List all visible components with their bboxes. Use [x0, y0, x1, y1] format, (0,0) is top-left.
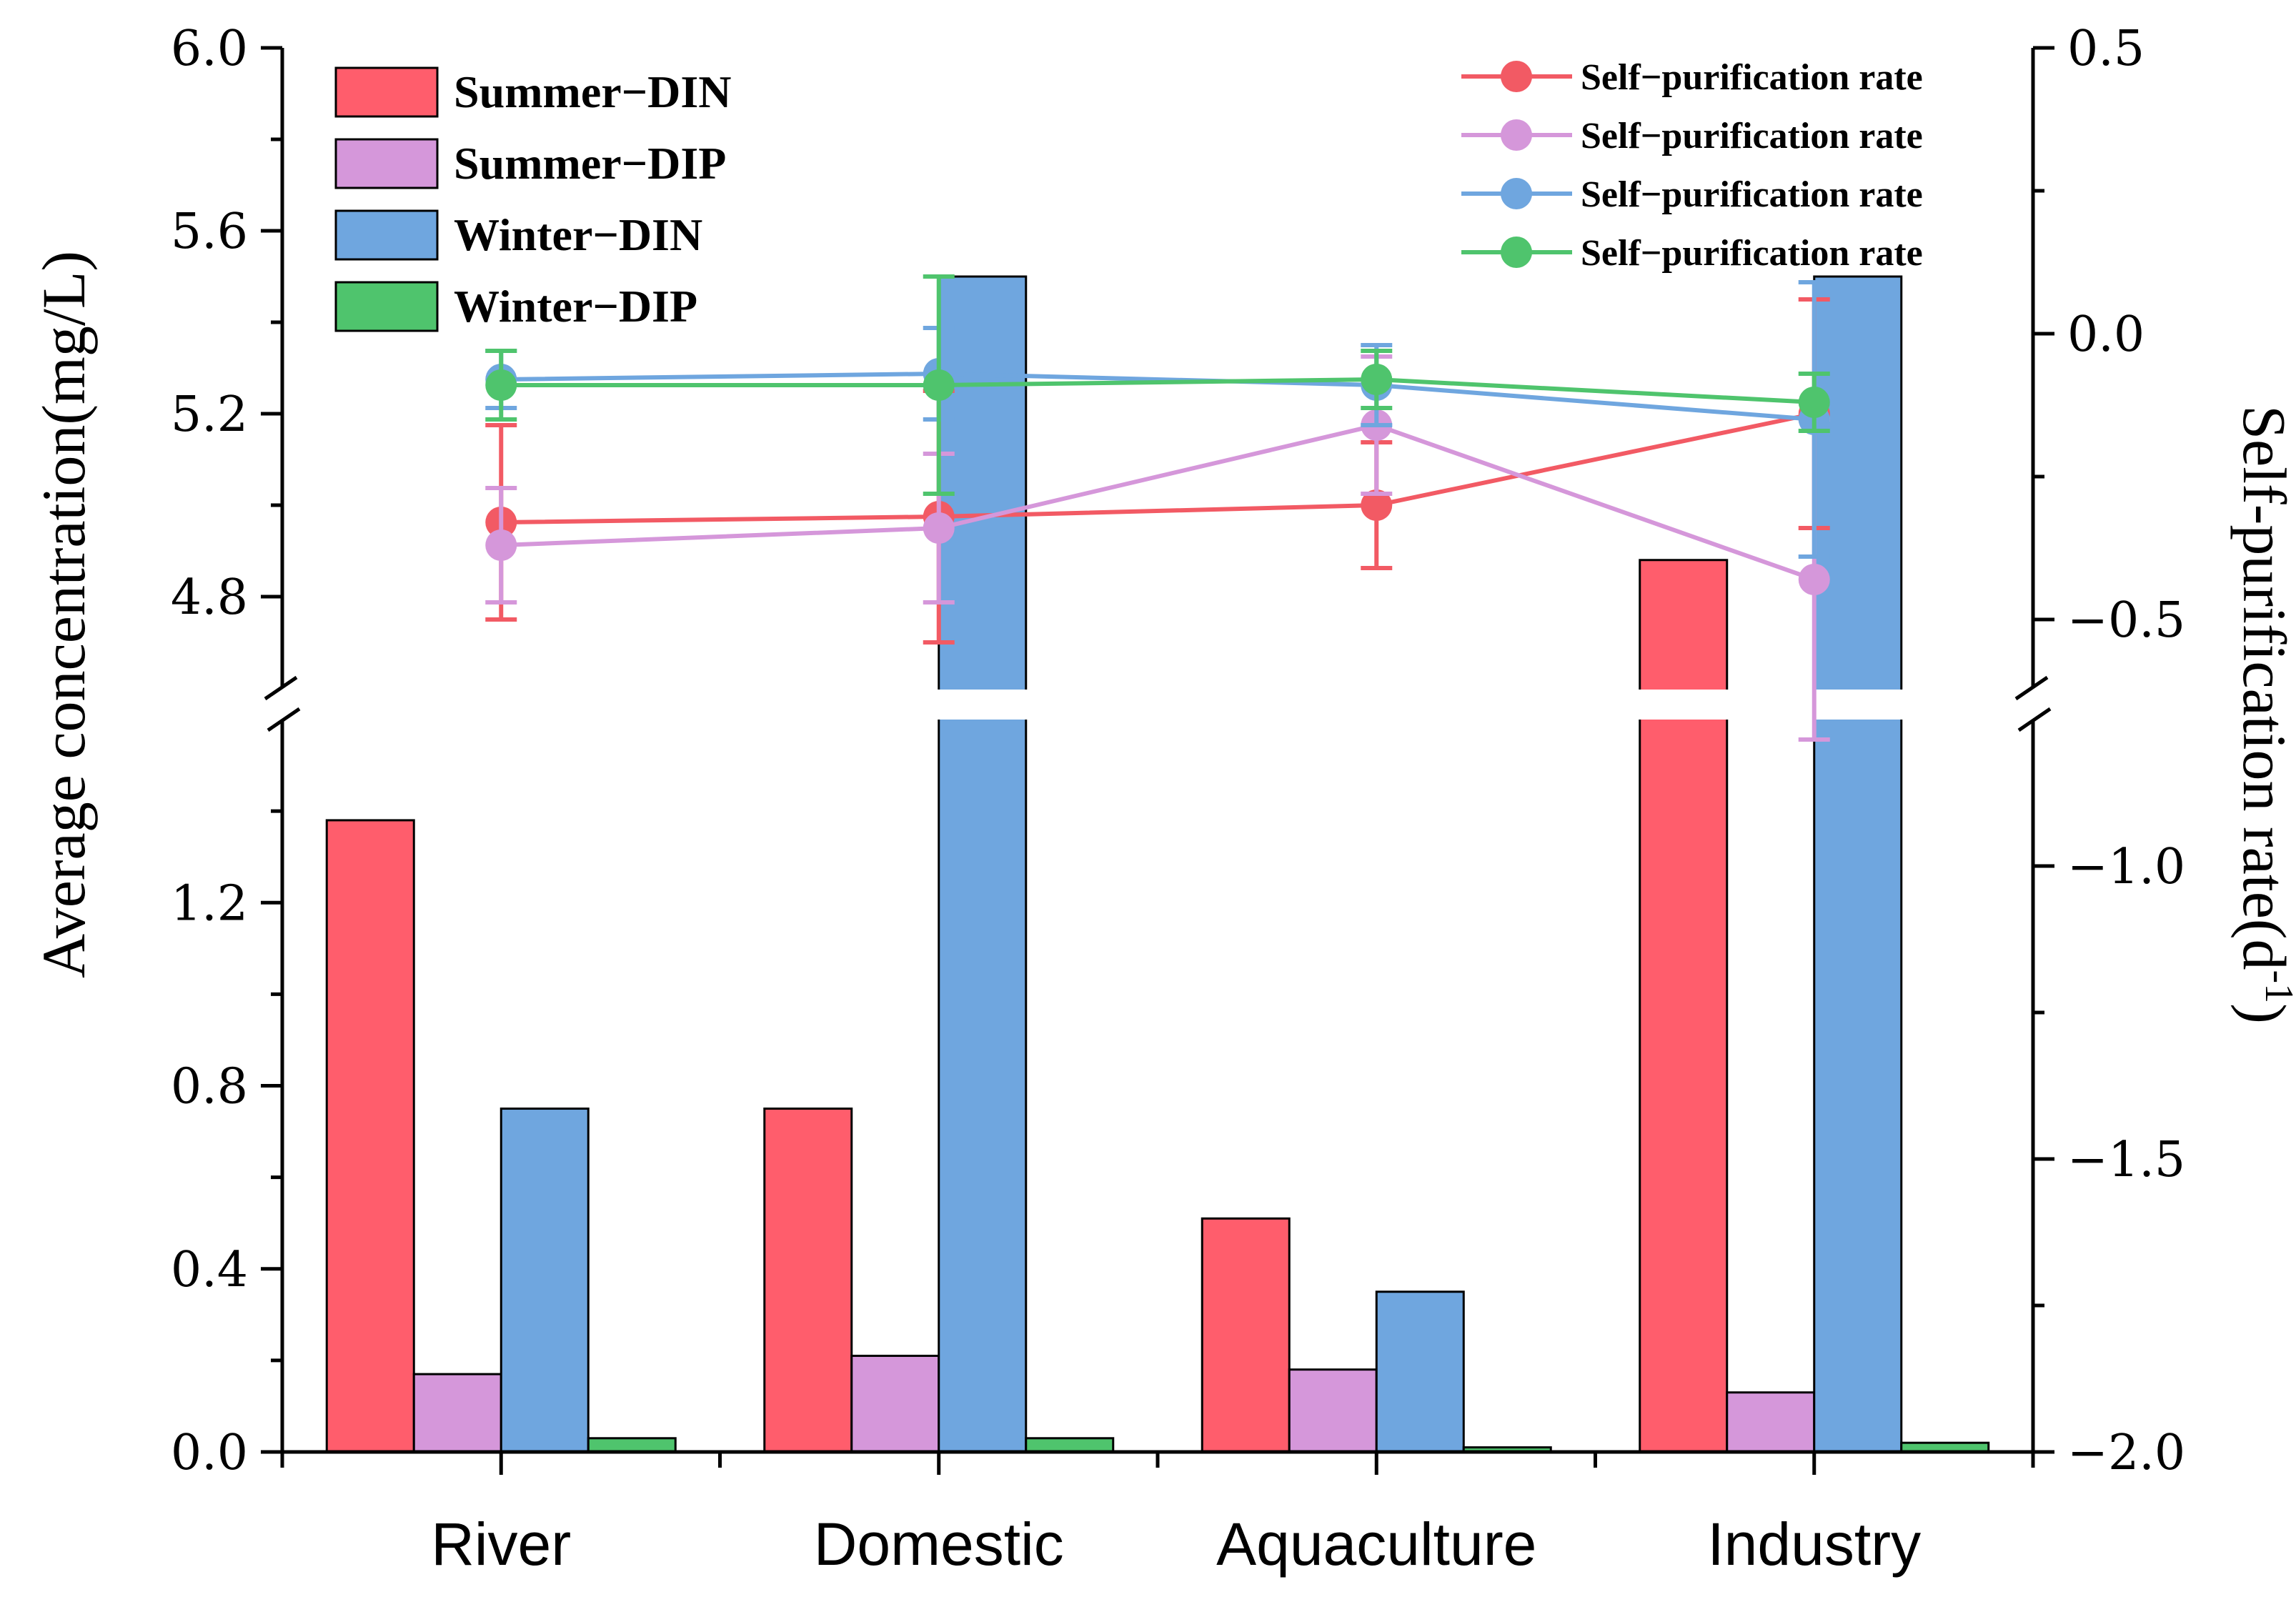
left-axis-title: Average concentration(mg/L): [29, 251, 98, 978]
right-tick-label-lower: −1.5: [2067, 1132, 2185, 1188]
category-label-domestic: Domestic: [814, 1511, 1064, 1578]
bar-upper-0-3: [1639, 559, 1727, 690]
right-tick-label-upper: 0.5: [2067, 21, 2145, 77]
bar-2-1: [938, 720, 1026, 1452]
bar-0-1: [763, 1108, 853, 1453]
right-tick-label-upper: 0.0: [2067, 307, 2145, 363]
legend-swatch-3: [334, 281, 439, 332]
line-point-1-1: [923, 512, 955, 544]
line-point-0-2: [1361, 489, 1393, 521]
line-point-1-3: [1798, 564, 1830, 595]
line-point-1-0: [485, 529, 517, 561]
legend-label-line-1: Self−purification rate: [1581, 116, 1923, 156]
series-line-1: [501, 422, 1815, 582]
series-line-3: [501, 377, 1814, 404]
axis-break-mark: [2017, 707, 2052, 732]
bar-3-1: [1025, 1437, 1115, 1453]
right-tick-label-lower: −2.0: [2067, 1425, 2185, 1481]
line-point-3-0: [485, 369, 517, 401]
bar-2-0: [500, 1108, 590, 1453]
legend-swatch-1: [334, 138, 439, 189]
bar-upper-outline-0-3: [1639, 559, 1729, 690]
legend-label-line-3: Self−purification rate: [1581, 233, 1923, 274]
bar-1-0: [412, 1373, 502, 1453]
right-axis-title-close: ): [2230, 1003, 2296, 1024]
legend-marker-2: [1501, 178, 1532, 209]
left-tick-label-upper: 5.2: [171, 387, 248, 443]
bar-upper-2-3: [1814, 277, 1902, 690]
left-tick-label-upper: 4.8: [171, 569, 248, 626]
line-point-3-2: [1361, 364, 1393, 395]
legend-swatch-2: [334, 209, 439, 261]
left-tick-label-upper: 5.6: [171, 204, 248, 260]
bar-0-0: [325, 819, 415, 1453]
bar-1-3: [1726, 1391, 1816, 1453]
category-label-industry: Industry: [1707, 1511, 1921, 1578]
axis-break-mark: [264, 675, 298, 701]
left-tick-label-upper: 6.0: [171, 21, 248, 77]
series-line-2: [501, 371, 1814, 422]
legend-marker-0: [1501, 61, 1532, 92]
legend-label-line-2: Self−purification rate: [1581, 174, 1923, 215]
category-label-aquaculture: Aquaculture: [1216, 1511, 1536, 1578]
lines-layer: [485, 274, 1830, 742]
bar-2-2: [1375, 1290, 1465, 1453]
left-tick-label-lower: 0.4: [171, 1242, 248, 1298]
legend-marker-1: [1501, 119, 1532, 151]
axes-layer: 0.0 0.4 0.8 1.2 4.8 5.2 5.6 6.0 −2.0 −1.5 −1.0 −0.5…: [171, 21, 2185, 1578]
legend-label-bar-3: Winter−DIP: [454, 281, 697, 332]
right-axis-title-main: Self-purification rate(d: [2230, 405, 2296, 970]
legend-label-line-0: Self−purification rate: [1581, 57, 1923, 98]
line-point-3-3: [1798, 387, 1830, 418]
bar-2-3: [1814, 720, 1902, 1452]
legend-label-bar-0: Summer−DIN: [454, 66, 731, 117]
right-axis-title: Self-purification rate(d-1): [2230, 405, 2296, 1024]
left-tick-label-lower: 1.2: [171, 875, 248, 932]
series-line-0: [501, 412, 1815, 524]
category-label-river: River: [431, 1511, 571, 1578]
bar-1-1: [850, 1354, 940, 1453]
bar-3-0: [587, 1437, 677, 1453]
right-tick-label-lower: −1.0: [2067, 839, 2185, 895]
line-point-3-1: [923, 369, 955, 401]
legend: Summer−DIN Summer−DIP Winter−DIN Winter−DIP…: [334, 57, 1923, 332]
right-axis-title-superscript: -1: [2257, 970, 2296, 1004]
axis-break-mark: [2014, 675, 2049, 701]
bars-layer: [325, 275, 1990, 1453]
axis-break-mark: [267, 707, 301, 732]
bar-upper-2-1: [938, 277, 1026, 690]
left-tick-label-lower: 0.8: [171, 1059, 248, 1115]
bar-1-2: [1288, 1368, 1378, 1453]
legend-label-bar-2: Winter−DIN: [454, 209, 702, 260]
legend-swatch-0: [334, 66, 439, 118]
legend-label-bar-1: Summer−DIP: [454, 138, 726, 189]
bar-0-3: [1639, 720, 1727, 1452]
bar-0-2: [1201, 1217, 1291, 1453]
legend-marker-3: [1501, 237, 1532, 268]
left-tick-label-lower: 0.0: [171, 1425, 248, 1481]
right-tick-label-upper: −0.5: [2067, 592, 2185, 649]
